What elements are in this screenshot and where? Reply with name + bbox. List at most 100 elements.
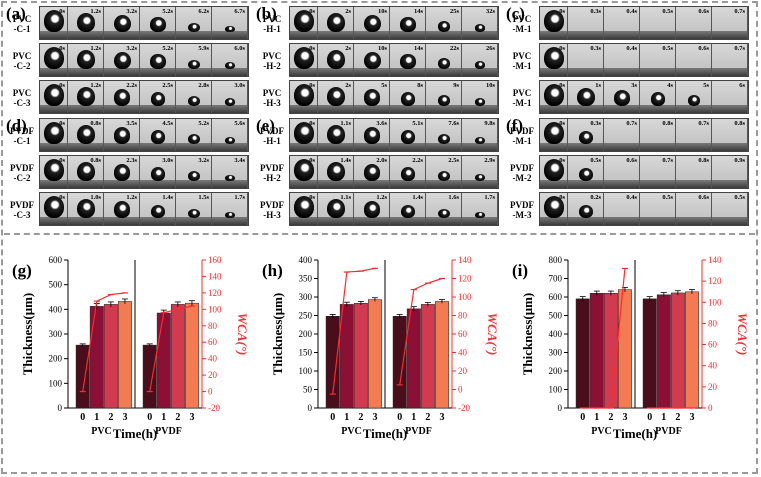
y2-tick-label: 120 bbox=[208, 288, 222, 298]
x-tick-label: 2 bbox=[358, 412, 363, 423]
time-label: 0.8s bbox=[90, 120, 101, 127]
substrate bbox=[140, 68, 175, 76]
substrate bbox=[640, 217, 675, 225]
droplet bbox=[225, 212, 235, 218]
panel-label: (e) bbox=[256, 116, 275, 135]
y-axis-title: Thickness(μm) bbox=[520, 293, 535, 376]
group-label: PVDF bbox=[655, 426, 682, 437]
droplet-frame: 9.8s bbox=[462, 119, 498, 151]
y2-tick-label: 60 bbox=[708, 340, 718, 350]
y2-tick-label: 140 bbox=[708, 255, 722, 265]
time-label: 1.4s bbox=[412, 194, 423, 201]
substrate bbox=[212, 105, 247, 113]
sample-label: PVDF -H-2 bbox=[260, 163, 284, 183]
panel-label: (f) bbox=[506, 116, 523, 135]
droplet bbox=[474, 98, 486, 106]
substrate bbox=[390, 31, 425, 39]
droplet-frame: 1.1s bbox=[318, 119, 354, 151]
time-label: 1.2s bbox=[376, 194, 387, 201]
time-label: 5.9s bbox=[198, 45, 209, 52]
droplet bbox=[474, 61, 486, 69]
y2-tick-label: 40 bbox=[208, 354, 218, 364]
droplet-frame: 0.8s bbox=[68, 156, 104, 188]
time-label: 0s bbox=[309, 8, 315, 15]
droplet bbox=[44, 122, 64, 144]
droplet-panel: (b) PVC -H-1 0s 2s 10s 14s 25s 32s PVC -H-2 0s 2s 1… bbox=[256, 4, 500, 116]
droplet-sequence: 0s 2s 10s 14s 25s 32s bbox=[289, 6, 499, 40]
x-tick-label: 1 bbox=[411, 412, 416, 423]
droplet-frame: 1.0s bbox=[68, 193, 104, 225]
droplet-frame: 3.5s bbox=[104, 119, 140, 151]
substrate bbox=[712, 31, 747, 39]
x-tick-label: 3 bbox=[622, 412, 627, 423]
wca-line bbox=[582, 268, 626, 409]
time-label: 3.2s bbox=[126, 8, 137, 15]
thickness-wca-chart: (g)0100200300400500600-20020406080100120… bbox=[12, 255, 250, 441]
droplet-frame: 0.7s bbox=[676, 119, 712, 151]
droplet bbox=[76, 161, 96, 181]
time-label: 5.6s bbox=[234, 120, 245, 127]
substrate bbox=[426, 31, 461, 39]
time-label: 2s bbox=[345, 8, 351, 15]
substrate bbox=[676, 217, 711, 225]
thickness-wca-chart: (i)0100200300400500600700800020406080100… bbox=[512, 255, 750, 441]
droplet-frame: 0s bbox=[290, 119, 318, 151]
droplet-frame: 0s bbox=[40, 81, 68, 113]
time-label: 1.1s bbox=[340, 194, 351, 201]
sample-label: PVDF -C-3 bbox=[10, 200, 34, 220]
sample-label: PVC -M-1 bbox=[512, 88, 532, 108]
time-label: 0s bbox=[59, 157, 65, 164]
y2-tick-label: -20 bbox=[208, 403, 220, 413]
substrate bbox=[354, 105, 389, 113]
droplet-frame: 0.7s bbox=[712, 44, 748, 76]
sample-label: PVC -M-1 bbox=[512, 14, 532, 34]
substrate bbox=[640, 68, 675, 76]
y2-tick-label: 0 bbox=[708, 403, 713, 413]
droplet-frame: 2.5s bbox=[426, 156, 462, 188]
droplet bbox=[400, 92, 416, 106]
time-label: 0.6s bbox=[698, 8, 709, 15]
thickness-bar bbox=[642, 298, 657, 409]
substrate bbox=[540, 217, 567, 225]
substrate bbox=[426, 105, 461, 113]
droplet bbox=[544, 10, 564, 32]
thickness-bar bbox=[103, 304, 118, 409]
droplet bbox=[76, 49, 96, 69]
droplet-sequence: 0s 1.4s 2.0s 2.2s 2.5s 2.9s bbox=[289, 155, 499, 189]
droplet-frame: 0.4s bbox=[604, 7, 640, 39]
substrate bbox=[140, 143, 175, 151]
time-label: 10s bbox=[377, 8, 387, 15]
substrate bbox=[462, 31, 497, 39]
droplet bbox=[437, 57, 451, 69]
time-label: 2.5s bbox=[448, 157, 459, 164]
time-label: 0s bbox=[309, 157, 315, 164]
wca-line bbox=[332, 267, 376, 395]
time-label: 0.8s bbox=[734, 120, 745, 127]
droplet-frame: 22s bbox=[426, 44, 462, 76]
droplet-frame: 0.3s bbox=[568, 44, 604, 76]
substrate bbox=[676, 105, 711, 113]
droplet bbox=[544, 159, 564, 181]
thickness-bar bbox=[156, 312, 171, 409]
time-label: 10s bbox=[485, 82, 495, 89]
section-divider bbox=[4, 233, 755, 235]
time-label: 9s bbox=[453, 82, 459, 89]
thickness-bar bbox=[339, 304, 354, 409]
droplet-frame: 0.3s bbox=[568, 119, 604, 151]
droplet-sequence: 0s 0.3s 0.4s 0.5s 0.6s 0.7s bbox=[539, 43, 749, 77]
time-label: 1.0s bbox=[90, 194, 101, 201]
substrate bbox=[604, 180, 639, 188]
time-label: 3s bbox=[631, 82, 637, 89]
time-label: 22s bbox=[449, 45, 459, 52]
time-label: 2.5s bbox=[162, 82, 173, 89]
droplet-frame: 5.6s bbox=[212, 119, 248, 151]
time-label: 2.2s bbox=[412, 157, 423, 164]
sample-label: PVC -H-2 bbox=[262, 51, 282, 71]
droplet bbox=[225, 175, 235, 181]
time-label: 0.3s bbox=[590, 8, 601, 15]
droplet bbox=[76, 198, 96, 218]
substrate bbox=[712, 143, 747, 151]
droplet-frame: 0.9s bbox=[712, 156, 748, 188]
y-tick-label: 300 bbox=[299, 292, 313, 302]
time-label: 26s bbox=[485, 45, 495, 52]
